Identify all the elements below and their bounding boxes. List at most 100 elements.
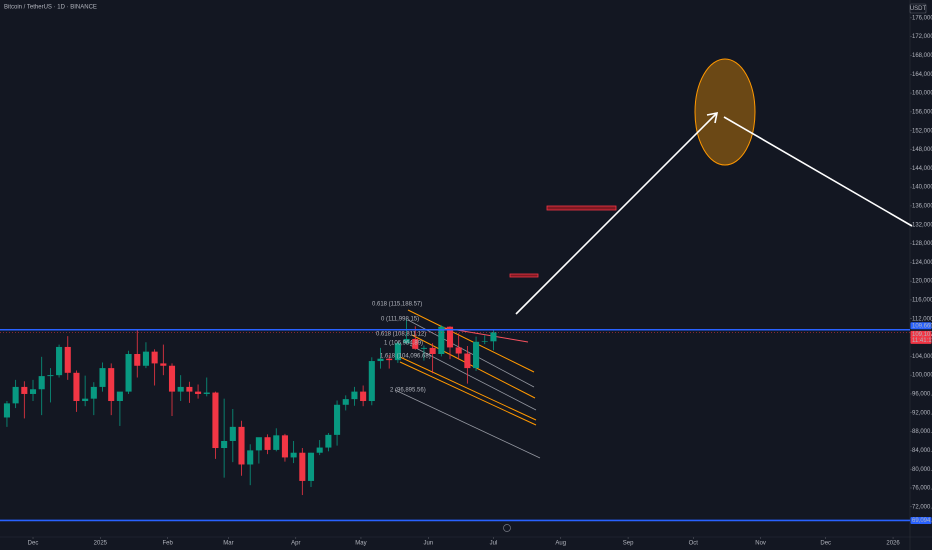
candle-body [307, 452, 315, 481]
candle-body [360, 391, 367, 402]
candle-body [386, 358, 393, 361]
x-tick-label: Aug [555, 541, 566, 547]
candle-body [108, 368, 115, 402]
fib-label: 0 (111,998.15) [381, 317, 419, 323]
candle-body [299, 452, 306, 481]
symbol-title: Bitcoin / TetherUS · 1D · BINANCE [4, 5, 97, 11]
fib-channel-line [394, 389, 541, 459]
candle-body [325, 434, 332, 448]
candle-body [446, 326, 454, 348]
y-tick-label: 84,000.00 [912, 448, 932, 454]
y-tick-label: 164,000.00 [912, 72, 932, 78]
candle-body [64, 346, 71, 373]
y-tick-label: 176,000.00 [912, 15, 932, 21]
x-tick-label: Apr [291, 541, 300, 547]
x-tick-label: Oct [689, 541, 699, 547]
y-tick-label: 76,000.00 [912, 486, 932, 492]
fib-label: 1.618 (104,096.68) [380, 354, 431, 360]
price-line-tag [910, 516, 932, 524]
candle-body [151, 351, 158, 364]
candle-body [73, 372, 80, 402]
candle-body [3, 403, 10, 418]
candle-body [429, 347, 436, 355]
x-tick-label: May [355, 541, 366, 547]
arrow-line [515, 112, 718, 315]
candle-body [12, 386, 19, 404]
zone-box [509, 273, 539, 278]
fib-channel-line [409, 344, 537, 411]
candle-body [38, 376, 45, 390]
candle-body [168, 365, 176, 392]
candle-body [212, 392, 219, 449]
candle-body [455, 347, 462, 354]
candle-body [342, 399, 349, 405]
candle-body [438, 326, 445, 355]
y-tick-label: 152,000.00 [912, 128, 932, 134]
candle-body [351, 391, 358, 400]
fib-label: 2 (96,895.56) [390, 388, 426, 394]
candle-body [99, 368, 106, 387]
candle-body [316, 447, 323, 453]
goto-icon[interactable] [503, 524, 511, 532]
fib-label: 1 (106,964.89) [384, 341, 423, 347]
candle-body [203, 392, 210, 394]
target-ellipse [694, 58, 756, 166]
price-line-tag [910, 322, 932, 330]
candle-body [21, 386, 28, 394]
price-line-label: 69,094.12 [912, 518, 932, 524]
fib-label: 0.618 (108,811.12) [376, 332, 426, 338]
candle-body [186, 386, 193, 392]
x-tick-label: Dec [820, 541, 831, 547]
x-tick-label: Jun [423, 541, 433, 547]
x-tick-label: Sep [623, 541, 634, 547]
candle-body [255, 437, 262, 451]
x-tick-label: 2025 [94, 541, 108, 547]
y-tick-label: 96,000.00 [912, 392, 932, 398]
y-tick-label: 72,000.00 [912, 504, 932, 510]
candle-body [394, 343, 401, 361]
candle-body [420, 347, 427, 349]
candle-body [368, 361, 375, 402]
y-tick-label: 144,000.00 [912, 166, 932, 172]
y-tick-label: 112,000.00 [912, 316, 932, 322]
currency-box [909, 3, 927, 14]
fib-channel-line [399, 356, 537, 421]
y-tick-label: 136,000.00 [912, 203, 932, 209]
x-tick-label: Feb [162, 541, 173, 547]
fib-channel-line [399, 361, 537, 426]
y-tick-label: 88,000.00 [912, 429, 932, 435]
candle-body [82, 398, 89, 402]
y-tick-label: 120,000.00 [912, 279, 932, 285]
candle-body [195, 391, 202, 394]
candle-body [481, 341, 488, 342]
candle-body [134, 354, 141, 366]
candle-body [90, 386, 97, 399]
candle-body [473, 341, 480, 369]
x-tick-label: Jul [490, 541, 498, 547]
candle-body [56, 346, 63, 376]
y-tick-label: 100,000.00 [912, 373, 932, 379]
y-tick-label: 80,000.00 [912, 467, 932, 473]
candle-body [142, 351, 149, 366]
y-tick-label: 92,000.00 [912, 410, 932, 416]
y-tick-label: 124,000.00 [912, 260, 932, 266]
arrow-head [706, 111, 719, 124]
countdown-label: 11:41:17 [912, 338, 932, 344]
candle-body [247, 450, 254, 465]
y-tick-label: 168,000.00 [912, 53, 932, 59]
candle-body [273, 435, 280, 450]
y-tick-label: 116,000.00 [912, 298, 932, 304]
fib-channel-line [407, 309, 535, 373]
last-price-tag [910, 330, 932, 344]
y-tick-label: 128,000.00 [912, 241, 932, 247]
x-tick-label: Dec [28, 541, 39, 547]
fib-channel-line [407, 319, 535, 388]
y-tick-label: 104,000.00 [912, 354, 932, 360]
candle-body [377, 358, 384, 362]
currency-label: USDT [910, 6, 927, 12]
candle-body [490, 332, 497, 342]
overlay: 109,660.00 69,094.12 109,107.0111:41:17 0.6… [0, 302, 932, 524]
